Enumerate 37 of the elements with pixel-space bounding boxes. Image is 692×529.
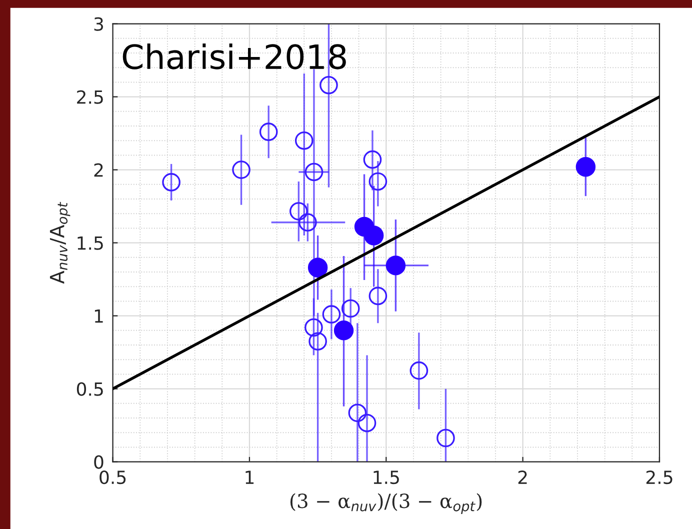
point — [308, 332, 327, 351]
point — [576, 157, 596, 177]
point — [368, 286, 388, 306]
point — [320, 76, 338, 94]
point — [298, 213, 317, 232]
point — [308, 258, 328, 278]
point — [304, 318, 323, 337]
y-tick-label: 3 — [94, 17, 104, 31]
point — [364, 226, 384, 246]
y-tick-label: 1.5 — [78, 236, 103, 250]
point — [304, 162, 324, 182]
y-tick-label: 0 — [94, 455, 104, 469]
point — [436, 428, 455, 448]
x-tick-label: 2 — [518, 470, 527, 484]
point — [294, 131, 314, 150]
point — [341, 299, 360, 318]
point — [322, 305, 341, 324]
point — [410, 361, 428, 380]
x-tick-label: 1.5 — [374, 470, 399, 484]
point — [386, 256, 406, 276]
x-tick-label: 2.5 — [646, 470, 672, 484]
y-tick-label: 2.5 — [77, 90, 103, 104]
y-axis-title: A$_{nuv}$/A$_{opt}$ — [50, 202, 70, 284]
y-tick-label: 1 — [94, 310, 103, 323]
x-axis-title: (3 − α$_{nuv}$)/(3 − α$_{opt}$) — [290, 493, 482, 514]
point — [368, 172, 388, 191]
point — [348, 404, 367, 422]
point — [259, 122, 278, 142]
point — [290, 202, 308, 220]
x-tick-label: 1 — [246, 470, 254, 484]
point — [232, 160, 250, 179]
point — [363, 150, 382, 169]
y-tick-label: 0.5 — [76, 382, 103, 396]
y-tick-label: 2 — [94, 163, 103, 177]
point — [162, 173, 180, 192]
point — [334, 320, 354, 340]
point — [358, 414, 376, 432]
